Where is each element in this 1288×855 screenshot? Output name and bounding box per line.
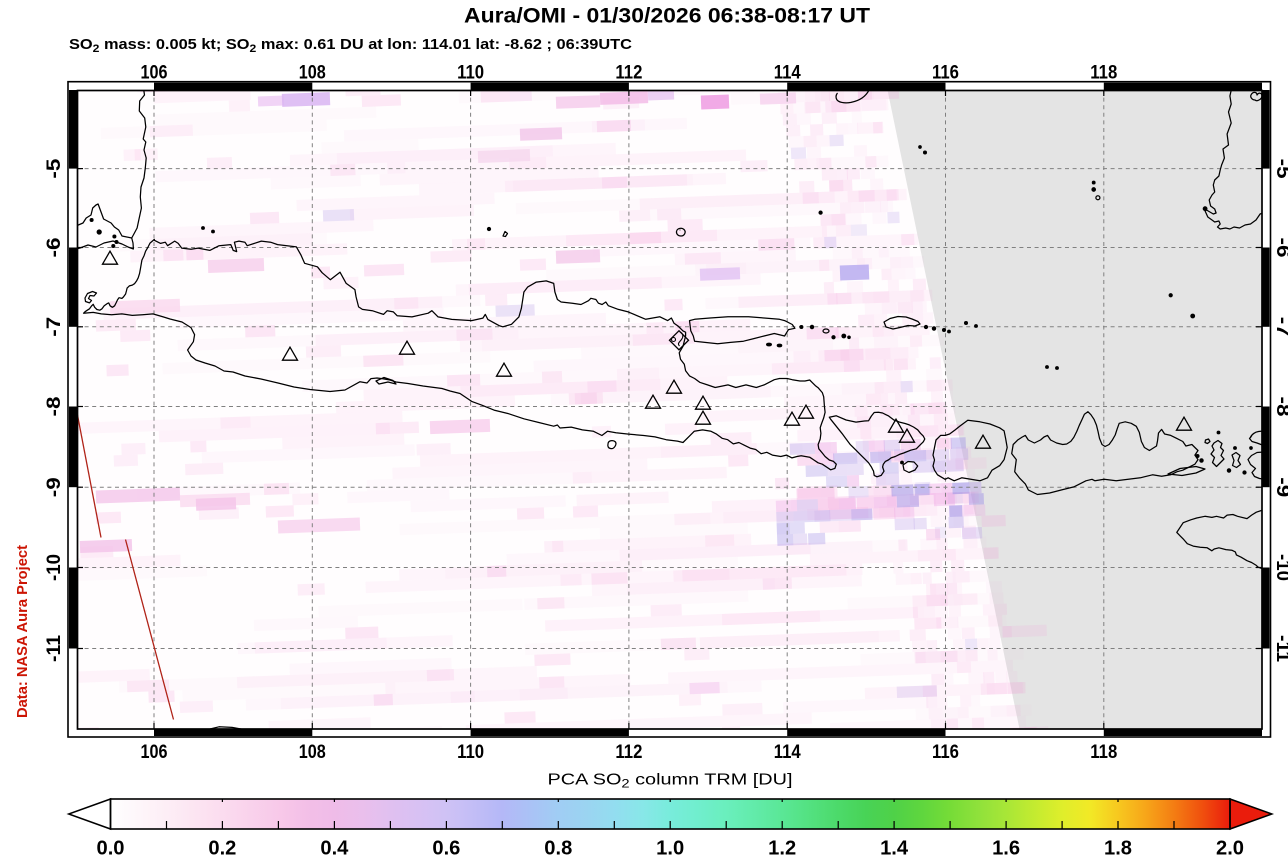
svg-text:-5: -5 <box>1272 159 1288 179</box>
svg-text:118: 118 <box>1090 741 1117 763</box>
svg-text:116: 116 <box>932 62 959 84</box>
svg-text:0.8: 0.8 <box>544 838 572 855</box>
svg-text:-10: -10 <box>1272 554 1288 581</box>
svg-text:0.0: 0.0 <box>97 838 125 855</box>
svg-text:2.0: 2.0 <box>1216 838 1244 855</box>
svg-text:118: 118 <box>1090 62 1117 84</box>
svg-text:-7: -7 <box>1272 317 1288 337</box>
svg-text:1.2: 1.2 <box>768 838 796 855</box>
svg-text:1.0: 1.0 <box>656 838 684 855</box>
svg-text:-10: -10 <box>43 554 65 581</box>
svg-text:-9: -9 <box>1272 477 1288 497</box>
svg-text:110: 110 <box>457 741 484 763</box>
svg-text:1.4: 1.4 <box>880 838 909 855</box>
svg-text:-11: -11 <box>43 635 65 662</box>
svg-text:106: 106 <box>141 741 168 763</box>
svg-text:0.6: 0.6 <box>432 838 460 855</box>
svg-text:114: 114 <box>774 741 801 763</box>
svg-text:112: 112 <box>615 62 642 84</box>
svg-text:1.6: 1.6 <box>992 838 1020 855</box>
svg-text:-9: -9 <box>43 477 65 497</box>
svg-text:116: 116 <box>932 741 959 763</box>
svg-text:PCA SO2 column TRM [DU]: PCA SO 2 column TRM [DU] <box>548 772 793 791</box>
svg-text:-8: -8 <box>1272 397 1288 417</box>
svg-text:-11: -11 <box>1272 635 1288 662</box>
svg-text:1.8: 1.8 <box>1104 838 1132 855</box>
svg-text:108: 108 <box>299 741 326 763</box>
svg-text:112: 112 <box>615 741 642 763</box>
svg-text:0.2: 0.2 <box>208 838 236 855</box>
svg-text:Aura/OMI - 01/30/2026 06:38-08: Aura/OMI - 01/30/2026 06:38-08:17 UT <box>464 4 870 28</box>
svg-text:110: 110 <box>457 62 484 84</box>
svg-text:-5: -5 <box>43 158 65 178</box>
svg-text:-7: -7 <box>43 317 65 337</box>
svg-text:108: 108 <box>299 62 326 84</box>
svg-text:Data: NASA Aura Project: Data: NASA Aura Project <box>15 545 31 718</box>
svg-text:SO2 mass: 0.005 kt; SO2 max: 0: SO 2 mass: 0.005 kt; SO 2 max: 0.61 DU at … <box>69 37 632 55</box>
svg-text:106: 106 <box>141 62 168 84</box>
svg-text:-6: -6 <box>43 237 65 257</box>
svg-text:-8: -8 <box>43 396 65 416</box>
svg-text:-6: -6 <box>1272 238 1288 258</box>
svg-text:0.4: 0.4 <box>320 838 349 855</box>
svg-text:114: 114 <box>774 62 801 84</box>
